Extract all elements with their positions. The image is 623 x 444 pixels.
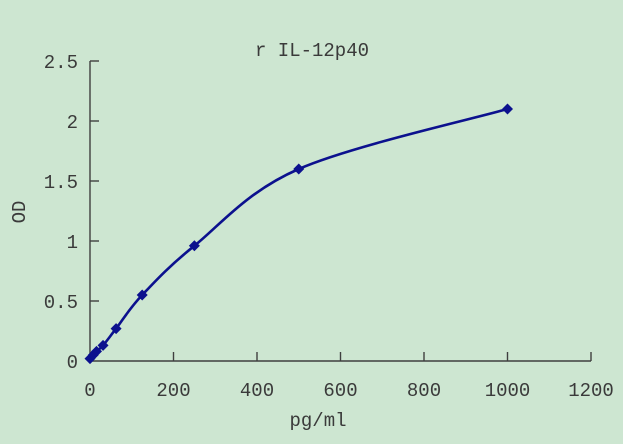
x-axis-title: pg/ml: [289, 410, 346, 432]
data-point-marker: [91, 345, 103, 357]
x-tick-label: 0: [84, 380, 95, 402]
data-point-marker: [293, 163, 305, 175]
chart-title: r IL-12p40: [255, 40, 369, 62]
y-tick-label: 1.5: [44, 172, 78, 194]
standard-curve-line: [88, 107, 509, 360]
data-point-marker: [97, 339, 109, 351]
data-point-marker: [502, 103, 513, 115]
y-tick-label: 2.5: [44, 52, 78, 74]
data-point-marker: [136, 289, 148, 301]
data-point-marker: [110, 323, 122, 335]
y-tick-label: 0.5: [44, 292, 78, 314]
x-tick-label: 800: [407, 380, 441, 402]
x-tick-label: 1000: [485, 380, 531, 402]
x-tick-label: 1200: [568, 380, 614, 402]
y-tick-label: 0: [67, 352, 78, 374]
y-tick-label: 2: [67, 112, 78, 134]
x-tick-label: 200: [156, 380, 190, 402]
x-tick-label: 600: [323, 380, 357, 402]
y-axis-title: OD: [9, 201, 31, 224]
x-tick-label: 400: [240, 380, 274, 402]
y-tick-label: 1: [67, 232, 78, 254]
data-point-marker: [188, 240, 200, 252]
